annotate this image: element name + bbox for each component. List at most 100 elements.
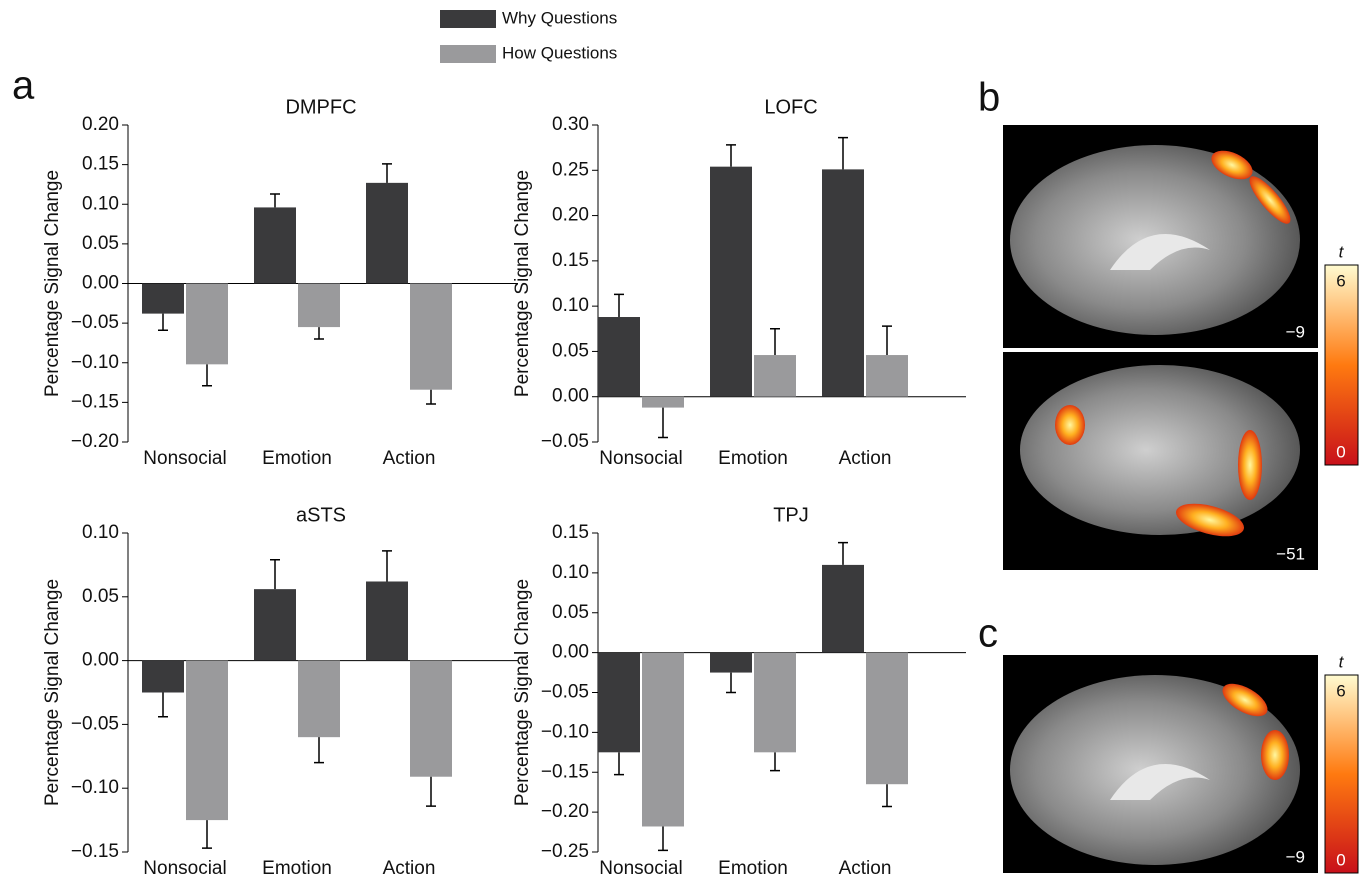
y-tick-label: 0.30 [552, 114, 589, 135]
y-tick-label: 0.10 [82, 193, 119, 214]
x-tick-label: Action [383, 448, 436, 469]
y-tick-label: −0.25 [541, 841, 589, 862]
bar [186, 284, 228, 365]
error-bar [658, 826, 668, 850]
bar [754, 355, 796, 397]
error-bar [314, 737, 324, 763]
x-tick-label: Emotion [718, 858, 788, 878]
bar [642, 653, 684, 827]
y-tick-label: 0.00 [82, 650, 119, 671]
bar [598, 653, 640, 753]
y-tick-label: −0.10 [71, 777, 119, 798]
y-axis-label: Percentage Signal Change [512, 579, 533, 806]
colorbar-min: 0 [1336, 442, 1345, 461]
bar [366, 183, 408, 284]
y-tick-label: 0.20 [82, 114, 119, 135]
bar [754, 653, 796, 753]
y-tick-label: −0.05 [71, 713, 119, 734]
y-tick-label: 0.20 [552, 205, 589, 226]
x-tick-label: Nonsocial [599, 858, 682, 878]
error-bar [382, 551, 392, 582]
bar [710, 653, 752, 673]
x-tick-label: Nonsocial [143, 448, 226, 469]
bar [642, 397, 684, 408]
error-bar [770, 329, 780, 355]
error-bar [770, 752, 780, 770]
figure: a b c −9 −51 −9 t 6 0 t 6 0 Why Question… [0, 0, 1364, 878]
bar [366, 581, 408, 660]
y-tick-label: 0.00 [82, 273, 119, 294]
y-tick-label: 0.15 [552, 522, 589, 543]
legend-label: How Questions [502, 43, 617, 62]
error-bar [838, 138, 848, 170]
y-tick-label: 0.25 [552, 159, 589, 180]
error-bar [314, 327, 324, 339]
y-tick-label: 0.00 [552, 386, 589, 407]
colorbar-label: t [1339, 652, 1345, 671]
panel-label: a [12, 64, 35, 108]
bar [254, 589, 296, 660]
chart-title: aSTS [296, 504, 346, 526]
y-tick-label: −0.10 [71, 352, 119, 373]
bar [710, 167, 752, 397]
error-bar [614, 752, 624, 774]
bar [254, 207, 296, 283]
legend-swatch [440, 10, 496, 28]
panel-label: c [978, 612, 998, 656]
error-bar [382, 164, 392, 183]
y-tick-label: −0.15 [71, 391, 119, 412]
error-bar [270, 194, 280, 207]
y-tick-label: −0.05 [71, 312, 119, 333]
y-tick-label: 0.10 [552, 295, 589, 316]
error-bar [426, 777, 436, 806]
colorbar-max: 6 [1336, 681, 1345, 700]
y-tick-label: 0.05 [552, 602, 589, 623]
error-bar [202, 820, 212, 848]
y-tick-label: 0.05 [82, 233, 119, 254]
error-bar [158, 314, 168, 331]
error-bar [202, 364, 212, 385]
y-tick-label: −0.15 [71, 841, 119, 862]
y-axis-label: Percentage Signal Change [42, 170, 63, 397]
bar [410, 661, 452, 777]
y-tick-label: 0.05 [82, 586, 119, 607]
chart-title: DMPFC [285, 96, 356, 118]
colorbar-min: 0 [1336, 850, 1345, 869]
y-axis-label: Percentage Signal Change [42, 579, 63, 806]
bar [822, 565, 864, 653]
y-tick-label: −0.15 [541, 761, 589, 782]
x-tick-label: Action [383, 858, 436, 878]
colorbar-label: t [1339, 242, 1345, 261]
y-tick-label: −0.10 [541, 721, 589, 742]
y-axis-label: Percentage Signal Change [512, 170, 533, 397]
y-tick-label: −0.20 [541, 801, 589, 822]
y-tick-label: 0.10 [552, 562, 589, 583]
y-tick-label: 0.05 [552, 340, 589, 361]
error-bar [726, 145, 736, 167]
brain-slice [1003, 125, 1358, 873]
chart-title: LOFC [764, 96, 817, 118]
bar [142, 661, 184, 693]
y-tick-label: 0.15 [82, 154, 119, 175]
x-tick-label: Action [839, 858, 892, 878]
legend-label: Why Questions [502, 8, 617, 27]
y-tick-label: 0.00 [552, 642, 589, 663]
error-bar [158, 693, 168, 717]
error-bar [882, 784, 892, 806]
bar [598, 317, 640, 397]
slice-label: −9 [1286, 322, 1305, 341]
x-tick-label: Emotion [262, 448, 332, 469]
error-bar [658, 408, 668, 438]
bar [410, 284, 452, 390]
bar [866, 653, 908, 785]
bar [298, 661, 340, 738]
x-tick-label: Nonsocial [143, 858, 226, 878]
bar [186, 661, 228, 821]
x-tick-label: Nonsocial [599, 448, 682, 469]
error-bar [726, 673, 736, 693]
x-tick-label: Emotion [262, 858, 332, 878]
panel-label: b [978, 76, 1000, 120]
error-bar [882, 326, 892, 355]
x-tick-label: Emotion [718, 448, 788, 469]
error-bar [426, 390, 436, 404]
